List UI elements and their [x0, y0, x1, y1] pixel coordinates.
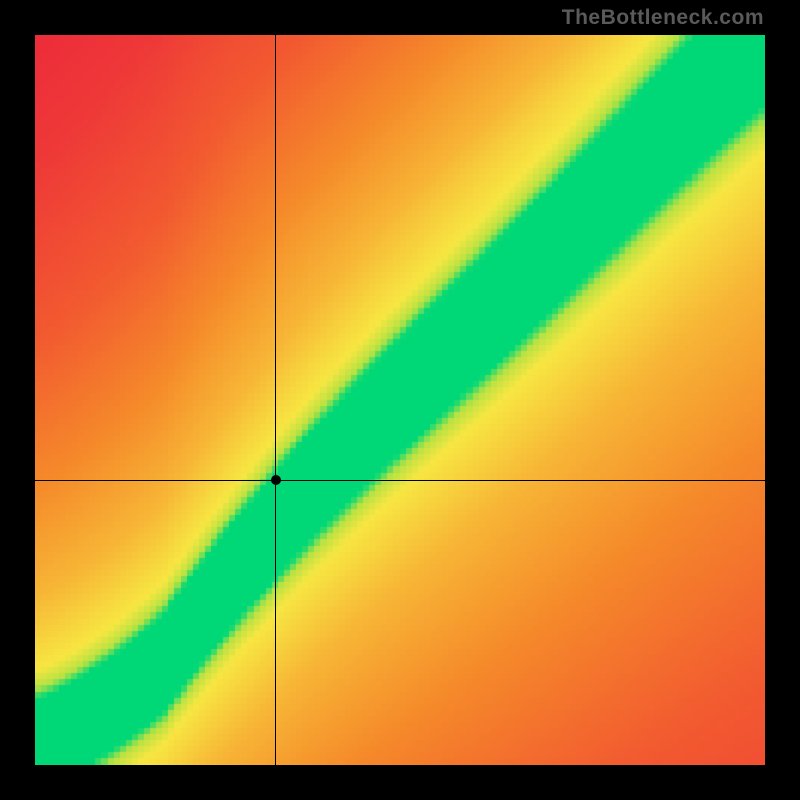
watermark-text: TheBottleneck.com	[562, 6, 764, 30]
crosshair-marker	[271, 475, 281, 485]
bottleneck-heatmap	[35, 35, 765, 765]
crosshair-vertical	[275, 35, 276, 765]
crosshair-horizontal	[35, 480, 765, 481]
